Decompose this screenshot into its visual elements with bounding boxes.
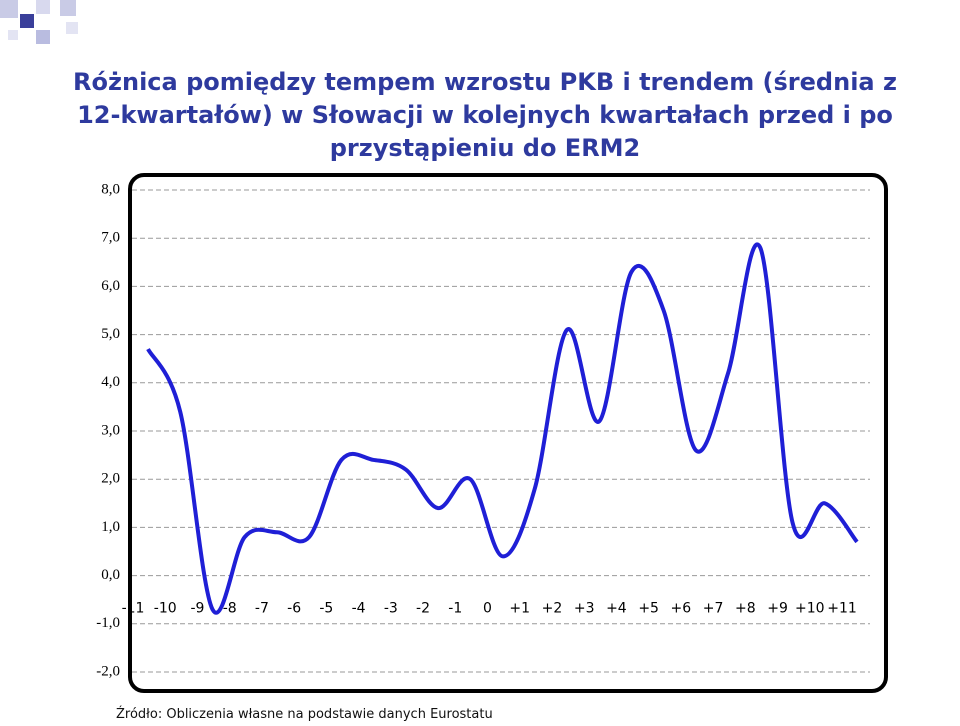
x-tick-label: +9 — [767, 601, 788, 617]
x-tick-label: -7 — [255, 601, 269, 617]
logo — [0, 0, 78, 44]
y-tick-label: 2,0 — [101, 471, 120, 487]
x-tick-label: +6 — [671, 601, 692, 617]
y-tick-label: 5,0 — [101, 326, 120, 342]
y-tick-label: 6,0 — [101, 278, 120, 294]
y-tick-label: -2,0 — [96, 663, 120, 679]
x-tick-label: -3 — [384, 601, 398, 617]
x-tick-label: -6 — [287, 601, 301, 617]
x-tick-label: -1 — [448, 601, 462, 617]
x-tick-label: +11 — [827, 601, 857, 617]
x-tick-label: -10 — [154, 601, 177, 617]
x-tick-label: -2 — [416, 601, 430, 617]
y-tick-label: 8,0 — [101, 181, 120, 197]
x-tick-label: +10 — [795, 601, 825, 617]
chart-title: Różnica pomiędzy tempem wzrostu PKB i tr… — [73, 68, 897, 162]
x-tick-label: -11 — [122, 601, 145, 617]
source-note: Źródło: Obliczenia własne na podstawie d… — [116, 707, 493, 722]
x-tick-label: 0 — [483, 601, 492, 617]
x-tick-label: -4 — [352, 601, 366, 617]
y-tick-label: 4,0 — [101, 374, 120, 390]
data-line — [146, 242, 859, 615]
x-tick-label: +1 — [509, 601, 530, 617]
x-tick-label: +7 — [703, 601, 724, 617]
x-tick-label: -8 — [223, 601, 237, 617]
chart-frame — [128, 173, 888, 693]
y-tick-label: 7,0 — [101, 230, 120, 246]
y-tick-label: 3,0 — [101, 422, 120, 438]
x-tick-label: +3 — [574, 601, 595, 617]
x-tick-label: +2 — [542, 601, 563, 617]
x-tick-label: +5 — [638, 601, 659, 617]
x-tick-label: -5 — [319, 601, 333, 617]
y-tick-label: -1,0 — [96, 615, 120, 631]
x-tick-label: -9 — [190, 601, 204, 617]
x-tick-label: +8 — [735, 601, 756, 617]
x-tick-label: +4 — [606, 601, 627, 617]
y-tick-label: 1,0 — [101, 519, 120, 535]
y-tick-label: 0,0 — [101, 567, 120, 583]
